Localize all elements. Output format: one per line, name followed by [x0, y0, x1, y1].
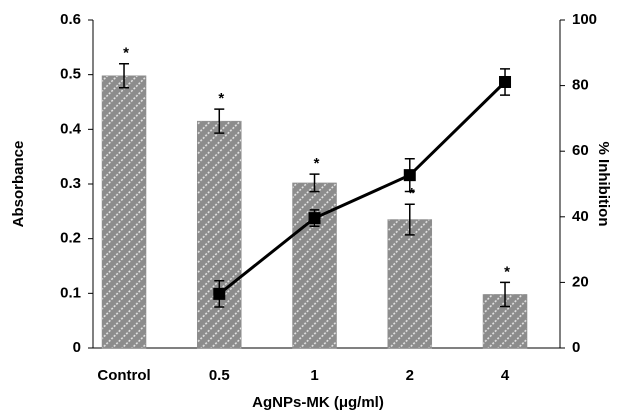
y-tick-label: 0.6 — [60, 11, 81, 28]
bar — [387, 219, 433, 349]
x-tick-label: 2 — [406, 367, 414, 384]
significance-label: * — [314, 155, 320, 172]
y-tick-label: 0.5 — [60, 66, 81, 83]
bar-error — [404, 203, 415, 236]
y2-tick-label: 40 — [572, 208, 589, 225]
y2-tick-label: 60 — [572, 142, 589, 159]
bar-error — [500, 281, 511, 308]
bar-error — [119, 62, 130, 89]
y2-tick-label: 0 — [572, 339, 580, 356]
line — [218, 80, 507, 296]
bar — [197, 120, 242, 349]
line-marker — [403, 169, 416, 182]
x-tick-label: Control — [97, 367, 150, 384]
significance-label: * — [123, 45, 129, 62]
y2-axis-label: % Inhibition — [595, 142, 612, 227]
bar-error — [309, 173, 320, 193]
line-marker — [213, 287, 226, 300]
x-tick-label: 1 — [310, 367, 318, 384]
bar — [101, 75, 147, 349]
y-axis-label: Absorbance — [10, 141, 27, 228]
y-tick-label: 0.1 — [60, 284, 81, 301]
bar — [292, 182, 337, 349]
significance-label: * — [218, 90, 224, 107]
x-tick-label: 0.5 — [209, 367, 230, 384]
line-marker — [499, 75, 512, 88]
bar-error — [214, 108, 225, 134]
y2-tick-label: 100 — [572, 11, 597, 28]
significance-label: * — [409, 185, 415, 202]
y-tick-label: 0 — [73, 339, 81, 356]
line-marker — [308, 212, 321, 225]
significance-label: * — [504, 263, 510, 280]
y2-tick-label: 80 — [572, 77, 589, 94]
y-tick-label: 0.2 — [60, 230, 81, 247]
y-tick-label: 0.4 — [60, 120, 82, 137]
x-axis-label: AgNPs-MK (μg/ml) — [252, 394, 384, 411]
y-tick-label: 0.3 — [60, 175, 81, 192]
y2-tick-label: 20 — [572, 273, 589, 290]
x-tick-label: 4 — [501, 367, 510, 384]
